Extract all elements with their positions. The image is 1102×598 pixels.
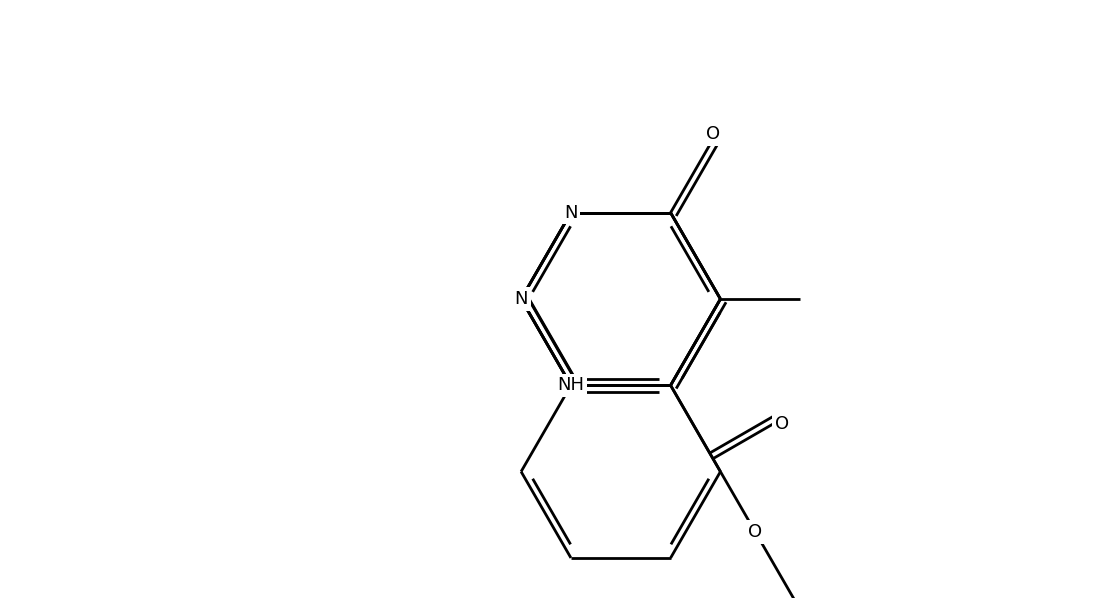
Text: O: O [775, 415, 789, 433]
Text: NH: NH [558, 376, 584, 394]
Text: N: N [515, 290, 528, 308]
Text: O: O [748, 523, 763, 541]
Text: N: N [564, 204, 577, 222]
Text: O: O [706, 126, 720, 144]
